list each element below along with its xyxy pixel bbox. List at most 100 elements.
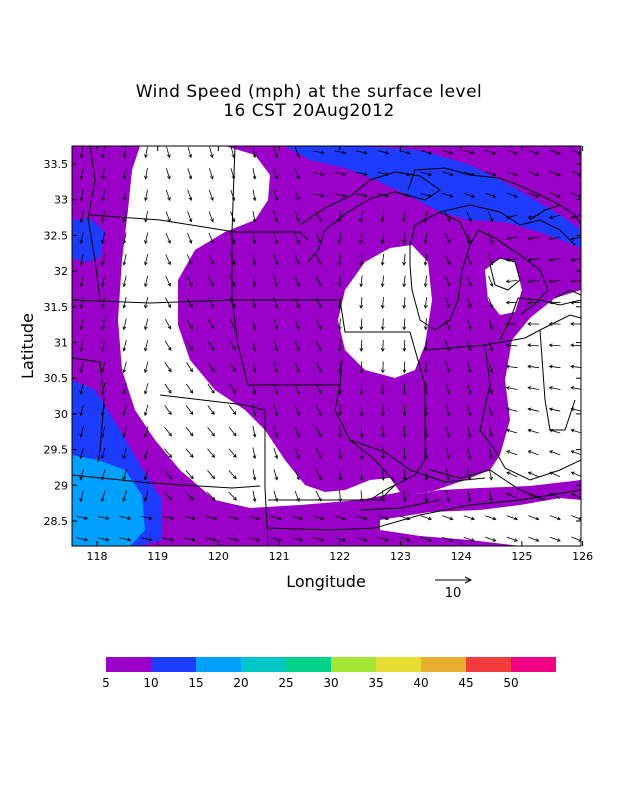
wind-arrow-icon: [402, 253, 407, 266]
wind-arrow-icon: [228, 405, 237, 416]
wind-arrow-icon: [377, 171, 390, 176]
wind-arrow-icon: [164, 448, 173, 458]
reference-vector-label: 10: [445, 586, 462, 601]
wind-arrow-icon: [122, 232, 127, 245]
wind-arrow-icon: [270, 537, 282, 542]
wind-arrow-icon: [164, 405, 172, 416]
wind-arrow-icon: [207, 362, 215, 373]
wind-arrow-icon: [207, 405, 215, 416]
wind-arrow-icon: [359, 361, 364, 374]
wind-arrow-icon: [143, 490, 149, 503]
wind-arrow-icon: [380, 275, 385, 288]
wind-arrow-icon: [187, 146, 193, 159]
wind-arrow-icon: [445, 318, 451, 330]
wind-arrow-icon: [359, 275, 364, 288]
wind-arrow-icon: [101, 168, 105, 180]
wind-arrow-icon: [294, 383, 300, 395]
wind-arrow-icon: [423, 211, 428, 223]
wind-arrow-icon: [359, 296, 364, 309]
wind-arrow-icon: [570, 407, 581, 412]
wind-arrow-icon: [143, 361, 149, 374]
wind-arrow-icon: [315, 361, 322, 373]
chart-subtitle: 16 CST 20Aug2012: [223, 101, 395, 121]
wind-arrow-icon: [571, 536, 581, 542]
wind-arrow-icon: [98, 516, 110, 520]
wind-arrow-icon: [337, 253, 342, 266]
wind-arrow-icon: [165, 211, 171, 223]
wind-arrow-icon: [100, 404, 106, 417]
wind-arrow-icon: [571, 170, 581, 177]
wind-arrow-icon: [184, 515, 196, 520]
colorbar-label: 25: [278, 676, 293, 690]
wind-arrow-icon: [423, 253, 428, 266]
wind-arrow-icon: [399, 171, 411, 177]
wind-arrow-icon: [164, 470, 173, 480]
wind-arrow-icon: [101, 211, 105, 223]
wind-arrow-icon: [359, 490, 364, 503]
wind-arrow-icon: [162, 537, 175, 542]
wind-arrow-icon: [505, 386, 518, 390]
x-axis-label: Longitude: [286, 572, 366, 591]
wind-arrow-icon: [229, 297, 236, 309]
wind-arrow-icon: [463, 149, 475, 155]
wind-arrow-icon: [377, 515, 390, 521]
wind-arrow-icon: [549, 149, 561, 155]
wind-arrow-icon: [402, 318, 407, 331]
wind-arrow-icon: [79, 146, 84, 159]
wind-arrow-icon: [273, 168, 279, 180]
wind-arrow-icon: [315, 275, 322, 287]
wind-arrow-icon: [315, 447, 322, 459]
wind-arrow-icon: [144, 168, 148, 180]
wind-arrow-icon: [377, 150, 390, 155]
border-line: [489, 257, 521, 291]
wind-arrow-icon: [315, 211, 322, 223]
wind-arrow-icon: [101, 189, 105, 202]
chart-title: Wind Speed (mph) at the surface level: [135, 82, 483, 102]
wind-arrow-icon: [273, 447, 279, 460]
wind-arrow-icon: [466, 318, 472, 330]
wind-arrow-icon: [527, 258, 539, 262]
y-tick-label: 30.5: [44, 372, 69, 385]
plot-frame: [71, 145, 582, 547]
x-tick-label: 123: [390, 550, 411, 563]
wind-arrow-icon: [207, 426, 215, 437]
wind-arrow-icon: [488, 275, 494, 287]
wind-arrow-icon: [338, 468, 343, 481]
wind-arrow-icon: [209, 146, 214, 159]
wind-arrow-icon: [527, 493, 539, 499]
wind-arrow-icon: [313, 193, 325, 198]
wind-arrow-icon: [273, 146, 279, 159]
wind-arrow-icon: [101, 275, 106, 288]
colorbar-label: 45: [458, 676, 473, 690]
wind-arrow-icon: [294, 297, 300, 309]
wind-arrow-icon: [165, 275, 171, 287]
wind-arrow-icon: [446, 490, 450, 503]
wind-arrow-icon: [527, 236, 539, 241]
wind-arrow-icon: [315, 383, 322, 395]
wind-arrow-icon: [527, 471, 539, 478]
wind-arrow-icon: [527, 343, 540, 348]
map-area: [72, 146, 581, 546]
colorbar-label: 35: [368, 676, 383, 690]
wind-arrow-icon: [377, 537, 390, 542]
wind-arrow-icon: [294, 211, 300, 223]
border-line: [349, 439, 486, 483]
wind-arrow-icon: [549, 536, 561, 542]
wind-arrow-icon: [527, 214, 539, 220]
wind-arrow-icon: [485, 149, 497, 155]
wind-arrow-icon: [101, 146, 105, 159]
wind-arrow-icon: [143, 404, 149, 417]
wind-arrow-icon: [144, 275, 149, 288]
wind-arrow-icon: [570, 300, 581, 305]
wind-arrow-icon: [101, 318, 106, 331]
wind-arrow-icon: [209, 168, 214, 180]
wind-arrow-icon: [356, 171, 368, 176]
wind-arrow-icon: [381, 468, 386, 481]
wind-arrow-icon: [144, 297, 149, 309]
wind-arrow-icon: [506, 515, 518, 521]
wind-arrow-icon: [101, 297, 106, 309]
wind-arrow-icon: [570, 364, 581, 369]
wind-arrow-icon: [208, 275, 214, 287]
wind-arrow-icon: [527, 428, 539, 434]
wind-arrow-icon: [549, 171, 561, 177]
